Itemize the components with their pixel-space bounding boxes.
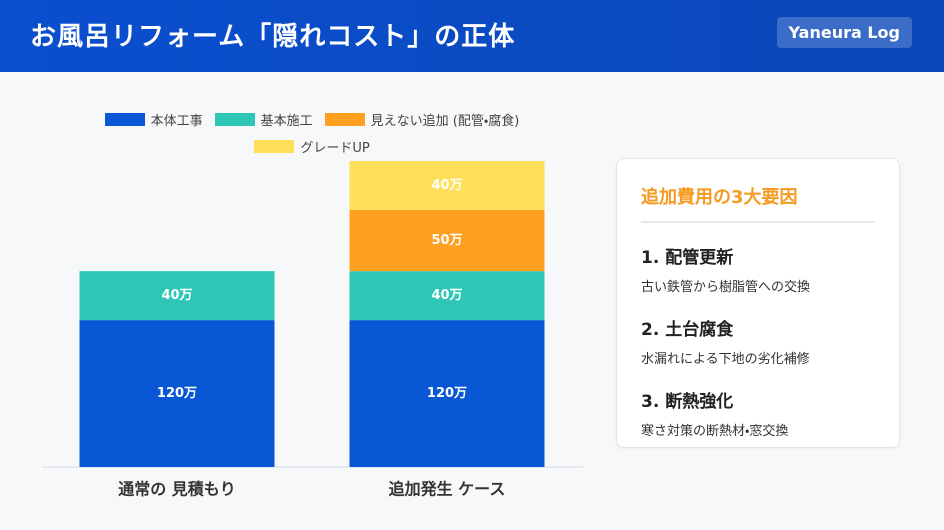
reason-text: 古い鉄管から樹脂管への交換 [641,280,811,295]
legend-swatch [104,113,145,126]
brand-badge: Yaneura Log [776,17,912,48]
value-label: 40万 [431,178,462,193]
reasons-card: 追加費用の3大要因 1. 配管更新 古い鉄管から樹脂管への交換 2. 土台腐食 … [616,158,900,448]
bar-segment [79,271,275,321]
value-label: 120万 [157,386,197,401]
bar-segment [349,161,545,210]
page-title: お風呂リフォーム「隠れコスト」の正体 [30,22,516,52]
legend-item: 見えない追加 (配管・腐食) [324,110,520,129]
bar-segment [79,320,275,467]
value-label: 50万 [431,233,462,248]
x-tick-label: 通常の 見積もり [118,480,236,499]
legend-swatch [324,113,365,126]
legend: 本体工事 基本施工 見えない追加 (配管・腐食) グレードUP [82,110,542,156]
reason-text: 寒さ対策の断熱材・窓交換 [641,424,789,439]
legend-label: 基本施工 [260,114,313,129]
reason: 2. 土台腐食 水漏れによる下地の劣化補修 [641,315,875,367]
x-tick-label: 追加発生 ケース [389,480,506,499]
reason-heading: 2. 土台腐食 [641,320,734,340]
legend-label: 本体工事 [150,114,203,129]
legend-item: 本体工事 [104,110,203,129]
legend-swatch [254,140,295,153]
reason-heading: 1. 配管更新 [641,248,734,268]
legend-item: グレードUP [254,137,370,156]
reason-text: 水漏れによる下地の劣化補修 [641,352,810,367]
bar-segment [349,209,545,272]
value-label: 120万 [427,386,467,401]
legend-label: 見えない追加 (配管・腐食) [370,114,520,129]
card-title: 追加費用の3大要因 [641,183,875,223]
legend-label: グレードUP [300,141,370,156]
header: お風呂リフォーム「隠れコスト」の正体 Yaneura Log [0,0,944,72]
value-label: 40万 [431,288,462,303]
legend-item: 基本施工 [214,110,313,129]
value-label: 40万 [161,288,192,303]
reason-heading: 3. 断熱強化 [641,392,734,412]
legend-swatch [214,113,255,126]
reason: 1. 配管更新 古い鉄管から樹脂管への交換 [641,243,875,295]
bar-segment [349,320,545,467]
bar-segment [349,271,545,321]
reason: 3. 断熱強化 寒さ対策の断熱材・窓交換 [641,387,875,439]
